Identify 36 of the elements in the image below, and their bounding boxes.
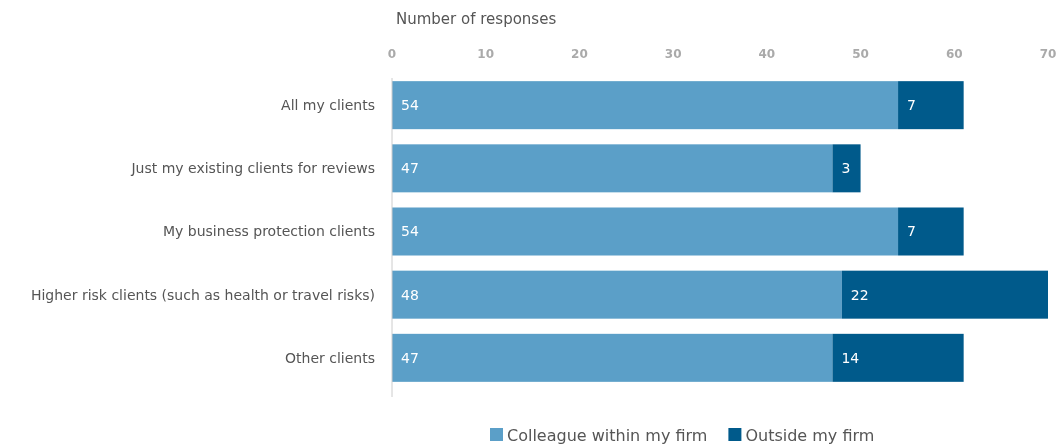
y-tick-label: Just my existing clients for reviews	[130, 160, 375, 177]
y-tick-label: All my clients	[281, 97, 375, 114]
bar	[898, 81, 964, 130]
data-label: 3	[841, 160, 851, 177]
bar	[898, 207, 964, 256]
x-tick-label: 20	[571, 47, 588, 61]
y-tick-label: Other clients	[285, 349, 375, 366]
bar	[392, 81, 899, 130]
legend-label: Outside my firm	[745, 425, 875, 445]
x-tick-label: 10	[477, 47, 495, 61]
bar	[392, 270, 842, 319]
data-label: 48	[401, 286, 419, 303]
data-label: 47	[401, 160, 419, 177]
data-label: 47	[401, 349, 419, 366]
data-label: 54	[401, 223, 419, 240]
data-label: 7	[907, 97, 916, 114]
y-tick-label: Higher risk clients (such as health or travel risks)	[30, 286, 375, 303]
bar	[832, 333, 964, 382]
x-tick-label: 30	[664, 47, 682, 61]
data-label: 22	[850, 286, 869, 303]
data-label: 7	[907, 223, 916, 240]
y-tick-label: My business protection clients	[163, 223, 375, 240]
x-tick-label: 70	[1039, 47, 1057, 61]
bar	[392, 144, 833, 193]
bar	[841, 270, 1048, 319]
data-label: 14	[841, 349, 860, 366]
x-tick-label: 50	[852, 47, 869, 61]
bar	[832, 144, 861, 193]
x-tick-label: 0	[387, 47, 397, 61]
x-tick-label: 40	[758, 47, 776, 61]
x-tick-label: 60	[945, 47, 963, 61]
legend-label: Colleague within my firm	[507, 425, 708, 445]
bar	[392, 207, 899, 256]
bar	[392, 333, 833, 382]
data-label: 54	[401, 97, 419, 114]
x-axis-title: Number of responses	[396, 10, 557, 28]
